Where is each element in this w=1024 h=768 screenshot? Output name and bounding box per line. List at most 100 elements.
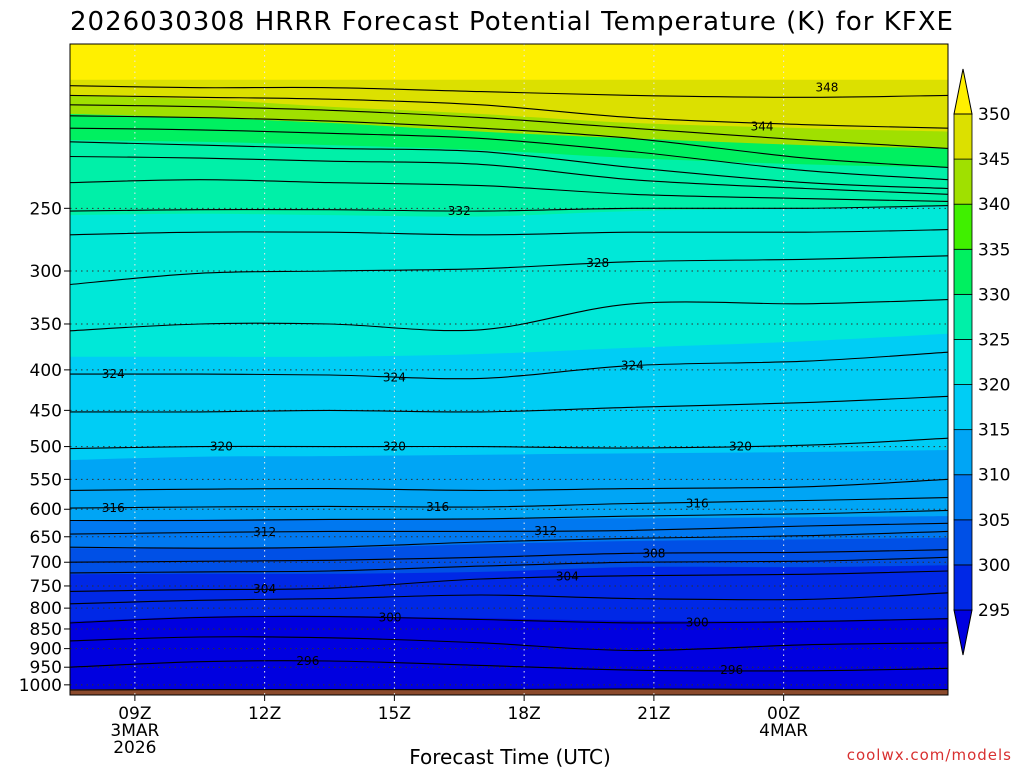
contour-label-320: 320: [210, 440, 233, 454]
contour-326: [70, 299, 948, 332]
y-tick-label-250: 250: [30, 199, 62, 219]
colorbar-label-300: 300: [978, 556, 1010, 576]
y-tick-label-750: 750: [30, 577, 62, 597]
y-tick-label-950: 950: [30, 658, 62, 678]
contour-342: [70, 115, 948, 169]
contour-lines: [70, 85, 948, 691]
y-tick-label-800: 800: [30, 599, 62, 619]
y-axis: 2503003504004505005506006507007508008509…: [19, 199, 70, 696]
contour-344: [70, 104, 948, 149]
contour-306: [70, 556, 948, 574]
colorbar-label-325: 325: [978, 330, 1010, 350]
contour-328: [70, 255, 948, 286]
contour-312: [70, 522, 948, 535]
contour-label-324: 324: [383, 371, 406, 385]
y-tick-label-500: 500: [30, 438, 62, 458]
x-tick-label-18Z: 18Z: [507, 704, 540, 724]
contour-324: [70, 351, 948, 380]
colorbar-segment-335: [953, 203, 973, 250]
y-tick-label-550: 550: [30, 470, 62, 490]
contour-labels: 348 344 332 328 324 324 324 320 320 320 316 316 316 3…: [102, 81, 839, 677]
colorbar: 295 300 305 310 315 320 325 330 335 340 345 350: [953, 68, 1010, 656]
contour-338: [70, 141, 948, 190]
contour-label-312: 312: [253, 525, 276, 539]
contour-336: [70, 155, 948, 195]
colorbar-segment-320: [953, 339, 973, 385]
colorbar-label-330: 330: [978, 285, 1010, 305]
x-tick-label-21Z: 21Z: [637, 704, 670, 724]
contour-308: [70, 549, 948, 563]
x-tick-label-09Z: 09Z: [118, 704, 151, 724]
contour-label-320: 320: [383, 440, 406, 454]
contour-318: [70, 478, 948, 491]
contour-label-324: 324: [102, 367, 125, 381]
x-tick-sub-2026: 2026: [113, 738, 156, 758]
contour-304: [70, 570, 948, 592]
colorbar-label-340: 340: [978, 195, 1010, 215]
chart-title: 2026030308 HRRR Forecast Potential Tempe…: [70, 7, 954, 37]
colorbar-segment-325: [953, 293, 973, 340]
contour-346: [70, 94, 948, 129]
colorbar-label-350: 350: [978, 105, 1010, 125]
contour-label-296: 296: [720, 663, 743, 677]
contour-label-316: 316: [686, 496, 709, 510]
colorbar-arrow-high: [953, 68, 973, 115]
x-tick-sub-4MAR: 4MAR: [759, 721, 808, 741]
contour-label-304: 304: [253, 582, 276, 596]
y-tick-label-900: 900: [30, 640, 62, 660]
x-tick-label-15Z: 15Z: [378, 704, 411, 724]
dotted-grid: [70, 44, 948, 695]
x-axis-label: Forecast Time (UTC): [409, 745, 611, 768]
contour-316: [70, 497, 948, 509]
y-tick-label-600: 600: [30, 500, 62, 520]
x-tick-sub-3MAR: 3MAR: [110, 721, 159, 741]
colorbar-segment-310: [953, 429, 973, 476]
contour-294: [70, 688, 948, 691]
credit-text: coolwx.com/models: [847, 746, 1012, 764]
band-12: [70, 44, 948, 80]
contour-label-324: 324: [621, 359, 644, 373]
contour-label-316: 316: [102, 501, 125, 515]
colorbar-segment-345: [953, 113, 973, 160]
contour-label-344: 344: [751, 119, 774, 133]
contour-label-300: 300: [379, 610, 402, 624]
colorbar-segment-300: [953, 519, 973, 566]
y-tick-label-350: 350: [30, 315, 62, 335]
colorbar-label-320: 320: [978, 376, 1010, 396]
contour-label-332: 332: [448, 204, 471, 218]
colorbar-segment-340: [953, 158, 973, 205]
colorbar-label-335: 335: [978, 240, 1010, 260]
colorbar-label-295: 295: [978, 601, 1010, 621]
colorbar-segment-295: [953, 564, 973, 611]
contour-label-308: 308: [642, 546, 665, 560]
x-tick-label-00Z: 00Z: [767, 704, 800, 724]
x-tick-label-12Z: 12Z: [248, 704, 281, 724]
contour-298: [70, 636, 948, 652]
colorbar-label-305: 305: [978, 511, 1010, 531]
y-tick-label-700: 700: [30, 553, 62, 573]
contour-label-296: 296: [296, 654, 319, 668]
contour-340: [70, 127, 948, 181]
contour-label-300: 300: [686, 615, 709, 629]
y-tick-label-400: 400: [30, 361, 62, 381]
contour-label-348: 348: [815, 81, 838, 95]
filled-bands: [70, 44, 948, 695]
contour-348: [70, 85, 948, 98]
colorbar-segment-315: [953, 384, 973, 431]
contour-334: [70, 179, 948, 202]
colorbar-label-310: 310: [978, 466, 1010, 486]
contour-330: [70, 229, 948, 236]
contour-300: [70, 615, 948, 624]
contour-302: [70, 592, 948, 605]
contour-332: [70, 205, 948, 212]
contour-label-304: 304: [556, 570, 579, 584]
y-tick-label-300: 300: [30, 262, 62, 282]
y-tick-label-1000: 1000: [19, 676, 62, 696]
colorbar-segment-305: [953, 474, 973, 521]
contour-296: [70, 660, 948, 672]
y-tick-label-650: 650: [30, 528, 62, 548]
y-tick-label-850: 850: [30, 620, 62, 640]
contour-320: [70, 437, 948, 450]
